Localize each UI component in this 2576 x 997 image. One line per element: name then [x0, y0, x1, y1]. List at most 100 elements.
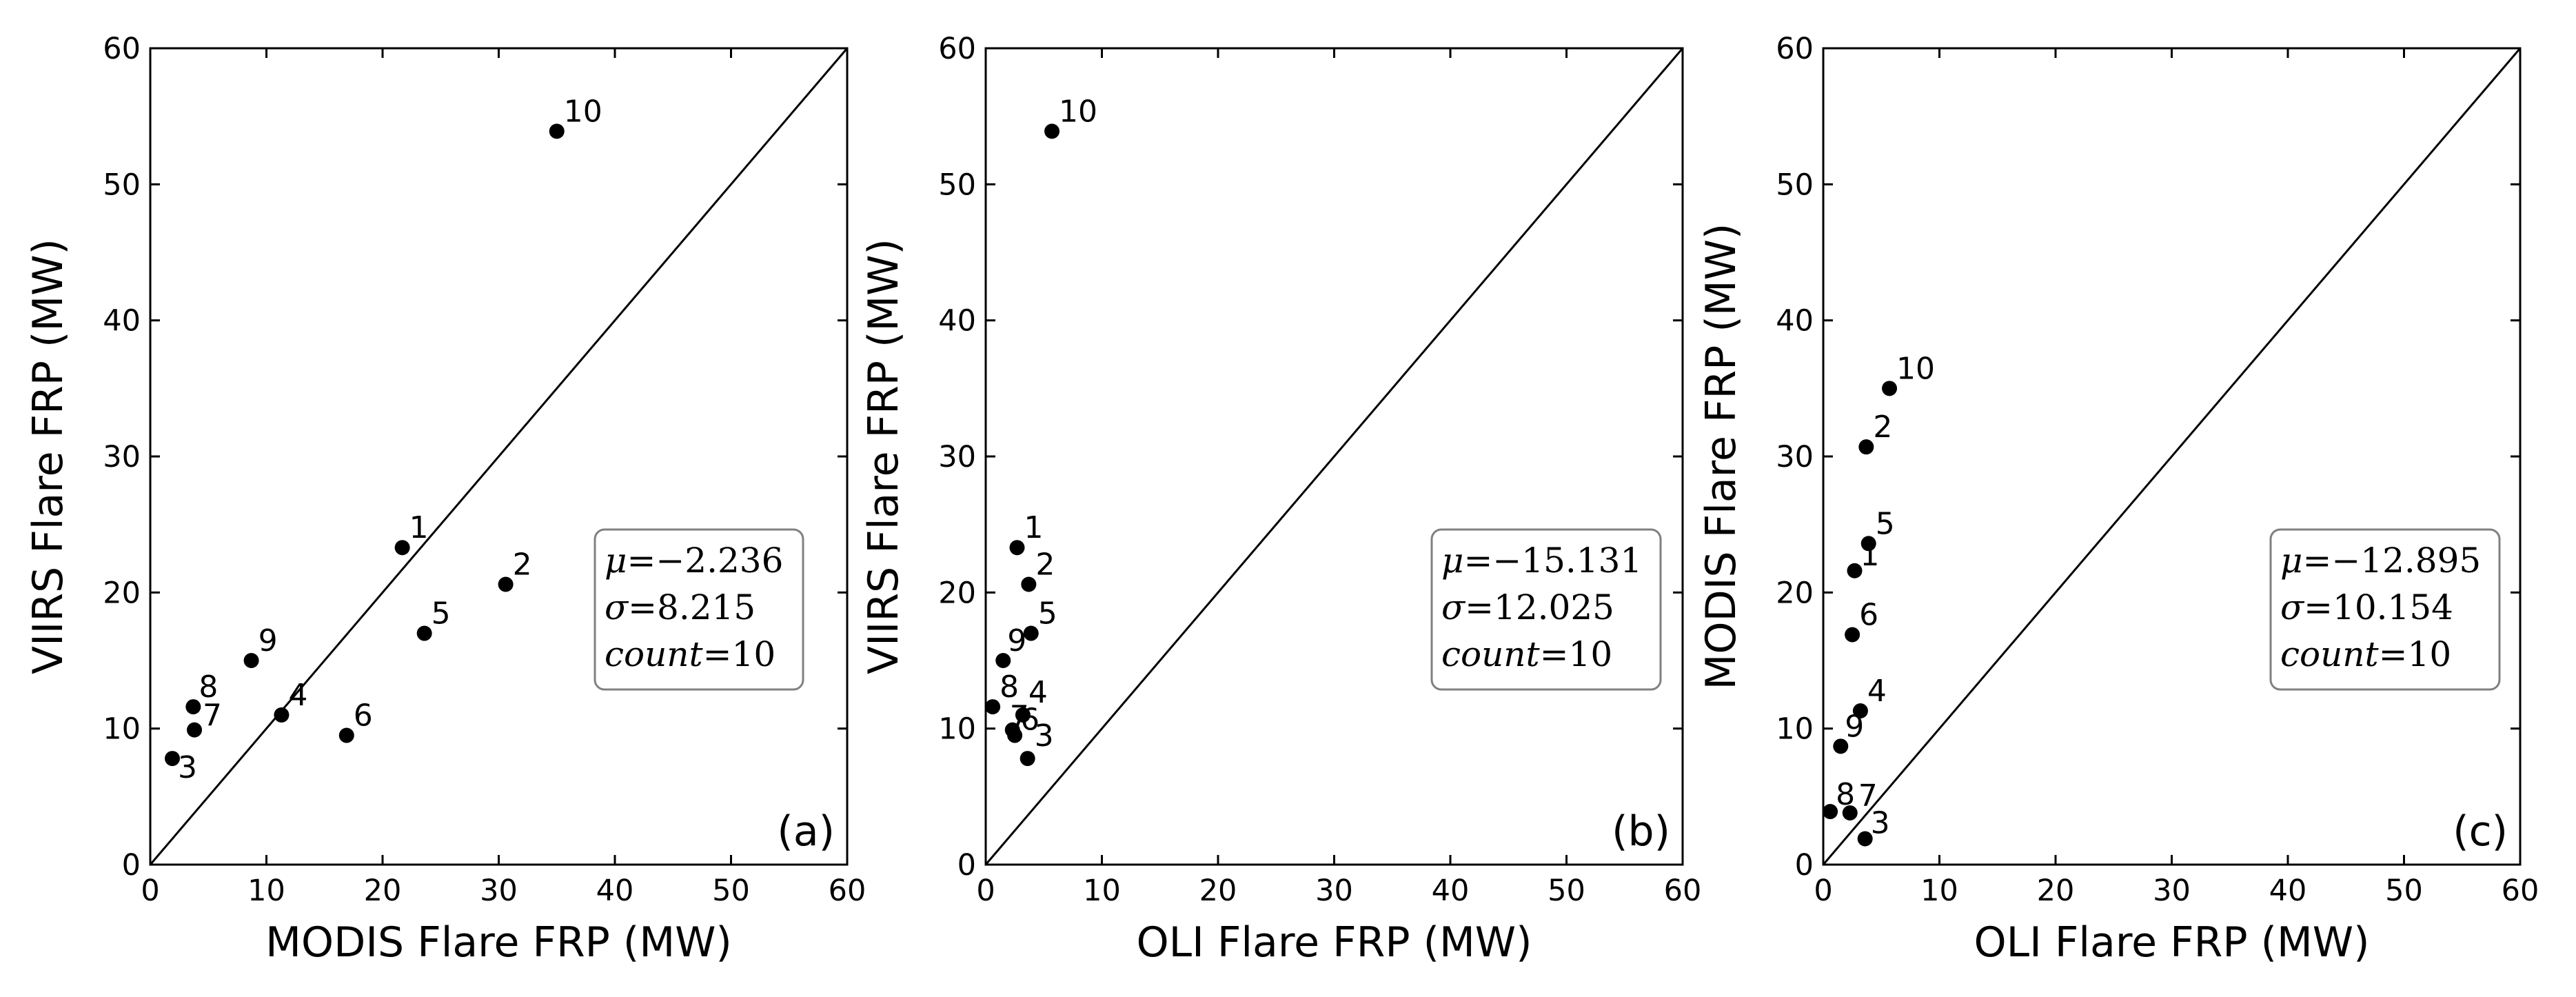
- point-label-6: 6: [1859, 598, 1878, 633]
- point-label-6: 6: [1020, 703, 1039, 738]
- data-point-5: [1860, 536, 1876, 552]
- data-point-2: [1021, 576, 1037, 592]
- x-tick-label: 40: [596, 874, 634, 908]
- point-label-6: 6: [354, 698, 373, 734]
- stats-mean: μ=−12.895: [2280, 541, 2481, 581]
- x-tick-label: 20: [1199, 874, 1237, 908]
- data-point-7: [1004, 722, 1020, 738]
- point-label-1: 1: [1024, 510, 1043, 545]
- y-tick-label: 40: [103, 304, 141, 339]
- y-tick-label: 40: [1776, 304, 1814, 339]
- identity-line: [149, 48, 849, 865]
- x-tick-label: 50: [712, 874, 750, 908]
- x-axis-label: OLI Flare FRP (MW): [1136, 918, 1532, 967]
- stats-std: σ=8.215: [605, 587, 755, 627]
- y-tick-label: 0: [1795, 848, 1814, 883]
- point-label-7: 7: [1010, 700, 1029, 735]
- data-point-5: [416, 625, 432, 641]
- stats-mean: μ=−2.236: [605, 541, 783, 581]
- point-label-7: 7: [1858, 778, 1878, 814]
- x-tick-label: 40: [1432, 874, 1470, 908]
- point-label-9: 9: [1007, 623, 1026, 658]
- data-point-1: [1009, 540, 1025, 556]
- point-label-10: 10: [1896, 351, 1935, 386]
- data-point-6: [338, 727, 354, 743]
- data-point-4: [1852, 703, 1868, 719]
- data-point-8: [1823, 804, 1838, 820]
- stats-count: count=10: [1441, 634, 1612, 674]
- x-tick-label: 30: [2153, 874, 2191, 908]
- stats-box: [2269, 528, 2501, 691]
- y-tick-label: 30: [1776, 440, 1814, 474]
- point-label-10: 10: [564, 94, 602, 129]
- data-point-2: [1858, 439, 1874, 455]
- data-point-3: [165, 751, 181, 767]
- y-tick-label: 40: [938, 304, 976, 339]
- stats-box: [594, 528, 804, 691]
- data-point-1: [1847, 563, 1863, 578]
- x-tick-label: 60: [1664, 874, 1702, 908]
- y-tick-label: 20: [103, 576, 141, 610]
- point-label-4: 4: [1867, 674, 1887, 709]
- point-label-4: 4: [1028, 675, 1048, 710]
- scatter-panel-2: 0 10 20 30 40 50 60 0 10 20 30 40 50 60 OLI Flare FRP …: [860, 32, 1701, 967]
- y-axis-label: VIIRS Flare FRP (MW): [860, 239, 908, 674]
- scatter-panel-3: 0 10 20 30 40 50 60 0 10 20 30 40 50 60 OLI Flare FRP …: [1697, 32, 2539, 967]
- stats-std: σ=12.025: [1441, 587, 1614, 627]
- stats-std: σ=10.154: [2280, 587, 2453, 627]
- point-label-2: 2: [1873, 410, 1892, 445]
- data-point-2: [498, 576, 514, 592]
- data-point-5: [1023, 625, 1039, 641]
- stats-count: count=10: [605, 634, 775, 674]
- scatter-panel-1: 0 10 20 30 40 50 60 0 10 20 30 40 50 60 MODIS Flare FR…: [24, 32, 866, 967]
- y-tick-label: 20: [938, 576, 976, 610]
- data-point-9: [243, 653, 259, 668]
- point-label-1: 1: [409, 510, 429, 545]
- data-point-6: [1845, 627, 1860, 643]
- y-tick-label: 10: [1776, 712, 1814, 747]
- y-tick-label: 30: [938, 440, 976, 474]
- point-label-3: 3: [1871, 806, 1890, 841]
- x-tick-label: 10: [1083, 874, 1121, 908]
- x-tick-label: 40: [2269, 874, 2307, 908]
- x-tick-label: 60: [829, 874, 866, 908]
- point-label-5: 5: [1876, 506, 1895, 541]
- point-label-10: 10: [1059, 94, 1097, 129]
- identity-line: [1822, 48, 2522, 865]
- data-point-9: [1833, 738, 1849, 754]
- x-tick-label: 20: [364, 874, 402, 908]
- point-label-8: 8: [1836, 777, 1855, 812]
- stats-mean: μ=−15.131: [1441, 541, 1642, 581]
- panel-label: (a): [777, 807, 835, 856]
- point-label-8: 8: [199, 669, 218, 705]
- y-tick-label: 0: [122, 848, 141, 883]
- y-axis-label: VIIRS Flare FRP (MW): [24, 239, 72, 674]
- y-tick-label: 50: [103, 168, 141, 202]
- point-label-9: 9: [1845, 709, 1864, 744]
- data-point-7: [187, 722, 203, 738]
- y-tick-label: 0: [957, 848, 976, 883]
- data-point-1: [394, 540, 410, 556]
- y-tick-label: 60: [938, 32, 976, 66]
- y-tick-label: 30: [103, 440, 141, 474]
- point-label-3: 3: [1035, 718, 1054, 754]
- data-point-3: [1020, 751, 1035, 767]
- panel-label: (c): [2453, 807, 2508, 856]
- x-tick-label: 30: [1315, 874, 1353, 908]
- data-point-9: [995, 653, 1011, 668]
- data-point-10: [1882, 381, 1898, 396]
- point-label-4: 4: [288, 678, 307, 713]
- x-tick-label: 10: [247, 874, 285, 908]
- x-axis-label: OLI Flare FRP (MW): [1974, 918, 2369, 967]
- data-point-10: [549, 123, 565, 139]
- point-label-2: 2: [513, 547, 532, 582]
- x-tick-label: 0: [141, 874, 159, 908]
- y-tick-label: 60: [103, 32, 141, 66]
- point-label-5: 5: [432, 596, 451, 632]
- x-tick-label: 60: [2502, 874, 2539, 908]
- x-tick-label: 20: [2037, 874, 2075, 908]
- y-tick-label: 60: [1776, 32, 1814, 66]
- data-point-10: [1044, 123, 1060, 139]
- stats-box: [1430, 528, 1662, 691]
